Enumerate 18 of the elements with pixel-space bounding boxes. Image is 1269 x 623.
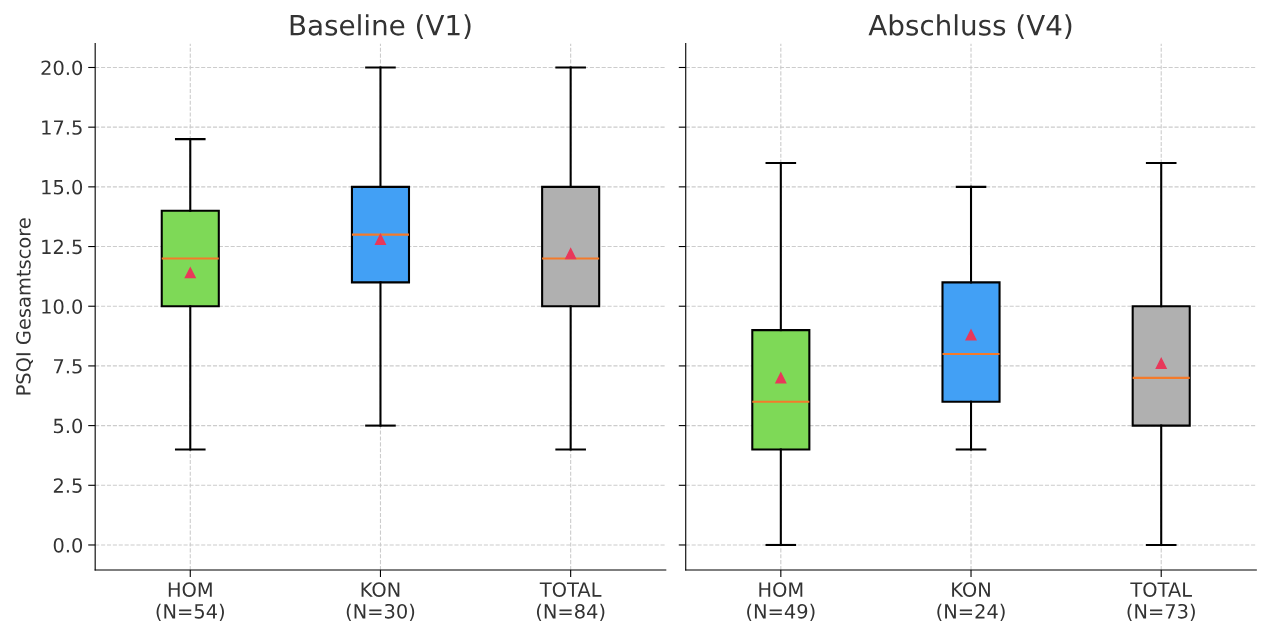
- y-tick-label: 10.0: [42, 299, 83, 314]
- x-tick-label: HOM (N=49): [747, 582, 815, 621]
- y-tick-label: 7.5: [54, 359, 82, 374]
- x-tick-label: KON (N=24): [937, 582, 1005, 621]
- y-tick-label: 20.0: [41, 60, 83, 76]
- y-tick-label: 5.0: [53, 418, 83, 434]
- x-tick-label: KON (N=30): [346, 582, 415, 621]
- y-tick-label: 12.5: [42, 239, 82, 255]
- y-tick-label: 2.5: [53, 478, 82, 493]
- y-tick-label: 15.0: [42, 179, 83, 195]
- y-tick-label: 17.5: [42, 120, 82, 135]
- chart-title: Baseline (V1): [290, 14, 471, 39]
- x-tick-label: TOTAL (N=73): [1127, 582, 1195, 621]
- y-axis-title: PSQI Gesamtscore: [16, 218, 33, 395]
- y-tick-label: 0.0: [53, 537, 83, 553]
- x-tick-label: HOM (N=54): [156, 582, 224, 621]
- x-tick-label: TOTAL (N=84): [536, 582, 605, 621]
- chart-title: Abschluss (V4): [868, 14, 1072, 39]
